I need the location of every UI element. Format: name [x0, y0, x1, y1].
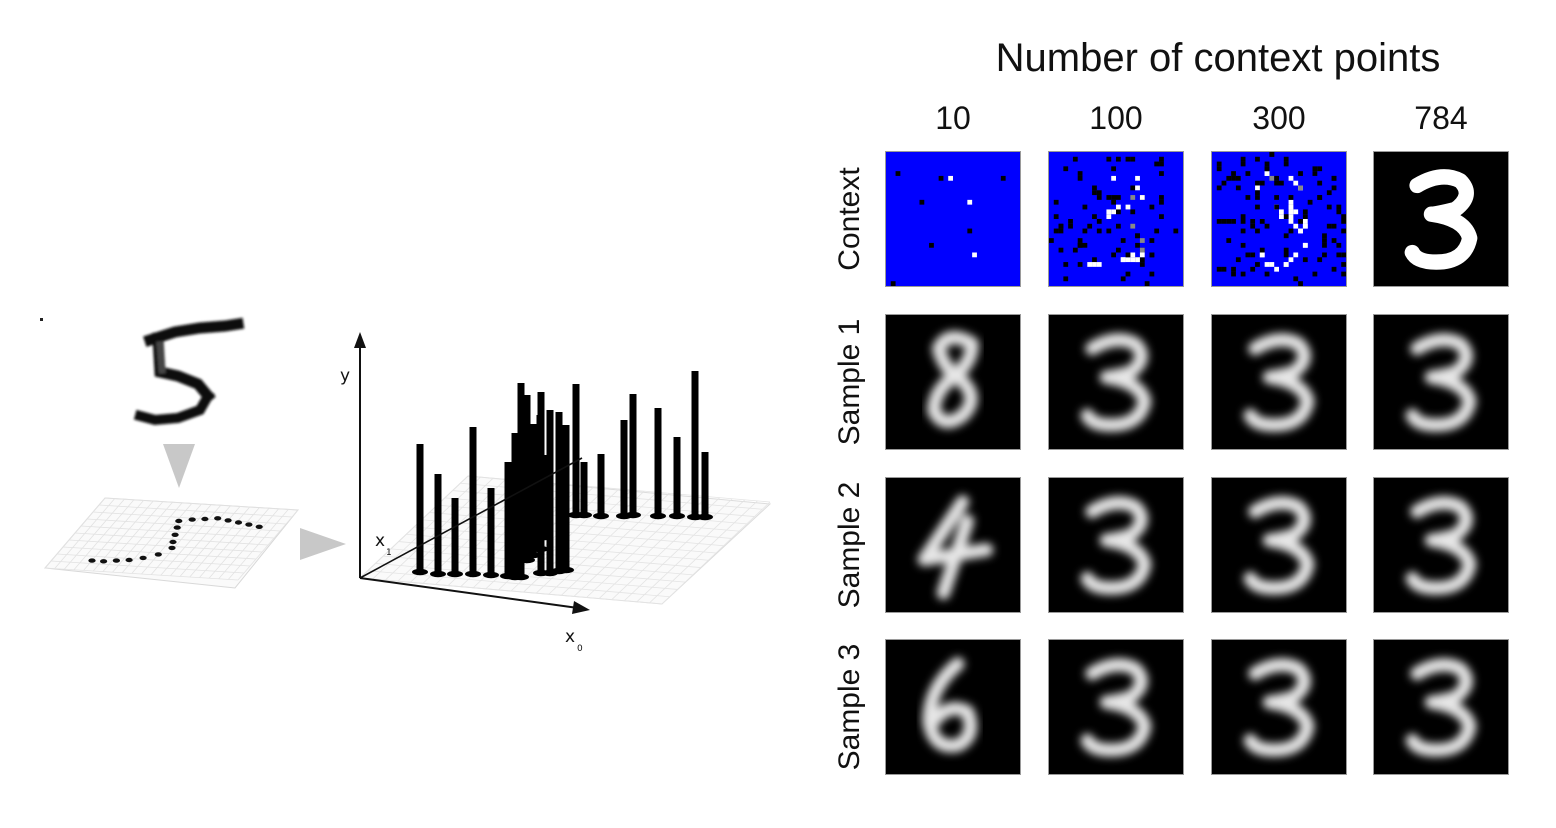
sample-3-image-300: [1211, 639, 1347, 775]
x1-axis-label: x: [375, 531, 385, 551]
y-axis-label: y: [340, 366, 350, 386]
column-header-784: 784: [1414, 100, 1468, 136]
plane-pixel-dot: [224, 518, 232, 523]
stem-base: [483, 571, 499, 579]
sample-2-image-100: [1048, 477, 1184, 613]
plane-pixel-dot: [171, 532, 179, 537]
stem-base: [532, 545, 548, 553]
sample-1-image-10: [885, 314, 1021, 450]
stem-base: [519, 533, 535, 541]
plane-pixel-dot: [255, 524, 263, 529]
plane-pixel-dot: [234, 520, 243, 525]
stem-base: [513, 573, 529, 581]
right-arrow-icon: [300, 528, 346, 560]
plane-pixel-dot: [245, 522, 253, 527]
plane-pixel-dot: [88, 558, 96, 563]
plane-pixel-dot: [139, 555, 147, 561]
mnist-digit-five-image: [133, 317, 245, 426]
sample-1-image-784: [1373, 314, 1509, 450]
y-axis-arrowhead-icon: [354, 332, 366, 348]
context-image-10: [885, 151, 1021, 287]
plane-pixel-dot: [100, 559, 108, 564]
sample-3-image-10: [885, 639, 1021, 775]
stem-base: [576, 511, 592, 519]
3d-stem-plot: y x 0 x 1: [340, 332, 772, 654]
stem-base: [697, 513, 713, 521]
x0-axis-arrowhead-icon: [572, 601, 590, 614]
stem-base: [519, 556, 535, 564]
context-image-784: [1373, 151, 1509, 287]
plane-pixel-dot: [169, 539, 177, 545]
column-header-100: 100: [1089, 100, 1143, 136]
stem-base: [625, 511, 641, 519]
plane-pixel-dot: [175, 518, 183, 524]
sample-1-image-300: [1211, 314, 1347, 450]
sample-3-image-784: [1373, 639, 1509, 775]
sample-2-image-300: [1211, 477, 1347, 613]
pixel-grid-plane: [44, 497, 299, 589]
stem-base: [465, 570, 481, 578]
stem-base: [593, 512, 609, 520]
row-header-sample-2: Sample 2: [833, 481, 866, 609]
stem-base: [430, 570, 446, 578]
stem-base: [669, 512, 685, 520]
sample-2-image-10: [885, 477, 1021, 613]
down-arrow-icon: [163, 444, 195, 488]
stem-base: [412, 568, 428, 576]
row-header-context: Context: [833, 167, 866, 271]
context-image-300: [1211, 151, 1347, 287]
x1-axis-subscript: 1: [386, 548, 392, 558]
row-header-sample-1: Sample 1: [833, 318, 866, 446]
plane-pixel-dot: [214, 516, 222, 521]
plane-pixel-dot: [173, 525, 181, 530]
stem-base: [558, 566, 574, 574]
stem-base: [525, 551, 541, 559]
sample-3-image-100: [1048, 639, 1184, 775]
x0-axis-label: x: [565, 627, 575, 647]
stem-base: [650, 512, 666, 520]
pipeline-illustration: y x 0 x 1: [40, 317, 772, 654]
stray-dot: [40, 318, 43, 321]
column-header-10: 10: [935, 100, 971, 136]
plane-pixel-dot: [188, 517, 196, 522]
column-header-300: 300: [1252, 100, 1306, 136]
context-image-100: [1048, 151, 1184, 287]
sample-1-image-100: [1048, 314, 1184, 450]
x0-axis-subscript: 0: [577, 644, 583, 654]
plane-pixel-dot: [201, 516, 209, 522]
plane-pixel-dot: [168, 545, 176, 551]
plane-pixel-dot: [154, 552, 162, 557]
grid-title: Number of context points: [995, 36, 1441, 80]
plane-pixel-dot: [112, 558, 120, 563]
row-header-sample-3: Sample 3: [833, 643, 866, 771]
plane-pixel-dot: [125, 557, 133, 563]
stem-base: [537, 533, 553, 541]
sample-2-image-784: [1373, 477, 1509, 613]
stem-base: [447, 570, 463, 578]
